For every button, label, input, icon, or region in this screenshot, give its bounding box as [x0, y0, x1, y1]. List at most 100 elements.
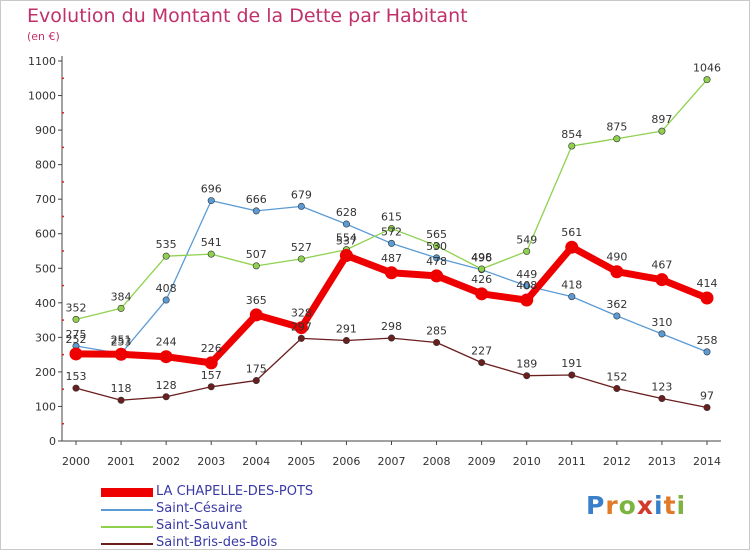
data-point	[655, 273, 669, 287]
data-point	[162, 252, 170, 260]
data-point	[430, 269, 444, 283]
data-label: 537	[336, 234, 357, 247]
data-label: 191	[561, 357, 582, 370]
data-label: 118	[111, 382, 132, 395]
data-point	[387, 225, 395, 233]
y-tick-label: 900	[35, 124, 56, 137]
y-tick-label: 200	[35, 366, 56, 379]
data-label: 297	[291, 320, 312, 333]
y-tick-label: 1100	[28, 55, 56, 68]
x-tick-label: 2002	[152, 455, 180, 468]
data-label: 535	[156, 238, 177, 251]
logo-letter: i	[654, 491, 664, 520]
y-tick-label: 700	[35, 193, 56, 206]
data-point	[207, 383, 215, 391]
data-label: 1046	[693, 62, 721, 75]
data-point	[294, 321, 308, 335]
data-point	[613, 384, 621, 392]
data-label: 854	[561, 128, 582, 141]
data-point	[159, 350, 173, 364]
data-label: 252	[66, 333, 87, 346]
logo-letter: i	[676, 491, 687, 520]
data-label: 157	[201, 369, 222, 382]
legend-label: Saint-Bris-des-Bois	[156, 535, 278, 550]
data-label: 507	[246, 248, 267, 261]
x-tick-label: 2006	[332, 455, 360, 468]
data-label: 408	[156, 282, 177, 295]
x-tick-label: 2010	[513, 455, 541, 468]
data-point	[249, 308, 263, 322]
data-label: 285	[426, 325, 447, 338]
data-point	[69, 347, 83, 361]
legend-label: Saint-Sauvant	[156, 518, 248, 533]
x-tick-label: 2011	[558, 455, 586, 468]
data-label: 679	[291, 188, 312, 201]
data-label: 123	[651, 381, 672, 394]
x-tick-label: 2012	[603, 455, 631, 468]
data-label: 628	[336, 206, 357, 219]
y-tick-label: 400	[35, 297, 56, 310]
data-label: 696	[201, 183, 222, 196]
data-label: 666	[246, 193, 267, 206]
data-label: 498	[471, 251, 492, 264]
data-label: 449	[516, 268, 537, 281]
data-point	[114, 347, 128, 361]
data-point	[162, 393, 170, 401]
data-point	[72, 384, 80, 392]
data-point	[613, 312, 621, 320]
data-point	[117, 396, 125, 404]
data-label: 253	[111, 336, 132, 349]
y-tick-label: 100	[35, 400, 56, 413]
legend-label: Saint-Césaire	[156, 501, 243, 516]
data-label: 97	[700, 389, 714, 402]
x-tick-label: 2009	[468, 455, 496, 468]
x-tick-label: 2008	[423, 455, 451, 468]
data-label: 291	[336, 322, 357, 335]
data-point	[568, 371, 576, 379]
data-label: 328	[291, 307, 312, 320]
data-label: 414	[697, 277, 718, 290]
chart-title: Evolution du Montant de la Dette par Hab…	[27, 5, 468, 27]
data-point	[568, 293, 576, 301]
y-tick-label: 600	[35, 228, 56, 241]
x-tick-label: 2014	[693, 455, 721, 468]
data-label: 244	[156, 336, 177, 349]
legend-label: LA CHAPELLE-DES-POTS	[156, 484, 314, 499]
data-point	[610, 265, 624, 279]
data-label: 897	[651, 113, 672, 126]
data-label: 258	[697, 334, 718, 347]
data-point	[565, 240, 579, 254]
data-point	[523, 247, 531, 255]
data-point	[162, 296, 170, 304]
data-point	[117, 304, 125, 312]
y-tick-label: 300	[35, 331, 56, 344]
y-tick-label: 500	[35, 262, 56, 275]
data-point	[475, 287, 489, 301]
data-label: 275	[66, 328, 87, 341]
data-point	[478, 359, 486, 367]
data-label: 298	[381, 320, 402, 333]
logo-letter: x	[636, 491, 654, 520]
data-point	[700, 291, 714, 305]
data-point	[297, 255, 305, 263]
data-label: 408	[516, 279, 537, 292]
data-label: 310	[651, 316, 672, 329]
x-tick-label: 2001	[107, 455, 135, 468]
data-point	[523, 372, 531, 380]
data-point	[433, 242, 441, 250]
data-label: 875	[606, 121, 627, 134]
data-label: 189	[516, 358, 537, 371]
x-tick-label: 2013	[648, 455, 676, 468]
data-point	[433, 339, 441, 347]
y-tick-label: 1000	[28, 90, 56, 103]
data-point	[252, 207, 260, 215]
data-label: 478	[426, 255, 447, 268]
chart-data-points	[69, 76, 714, 411]
data-point	[207, 250, 215, 258]
data-label: 490	[606, 251, 627, 264]
x-tick-label: 2005	[287, 455, 315, 468]
data-point	[342, 336, 350, 344]
line-chart: 0 100 200 300 400 500 600 700 800 900 1000 1100 2000…	[28, 55, 721, 468]
data-point	[72, 315, 80, 323]
